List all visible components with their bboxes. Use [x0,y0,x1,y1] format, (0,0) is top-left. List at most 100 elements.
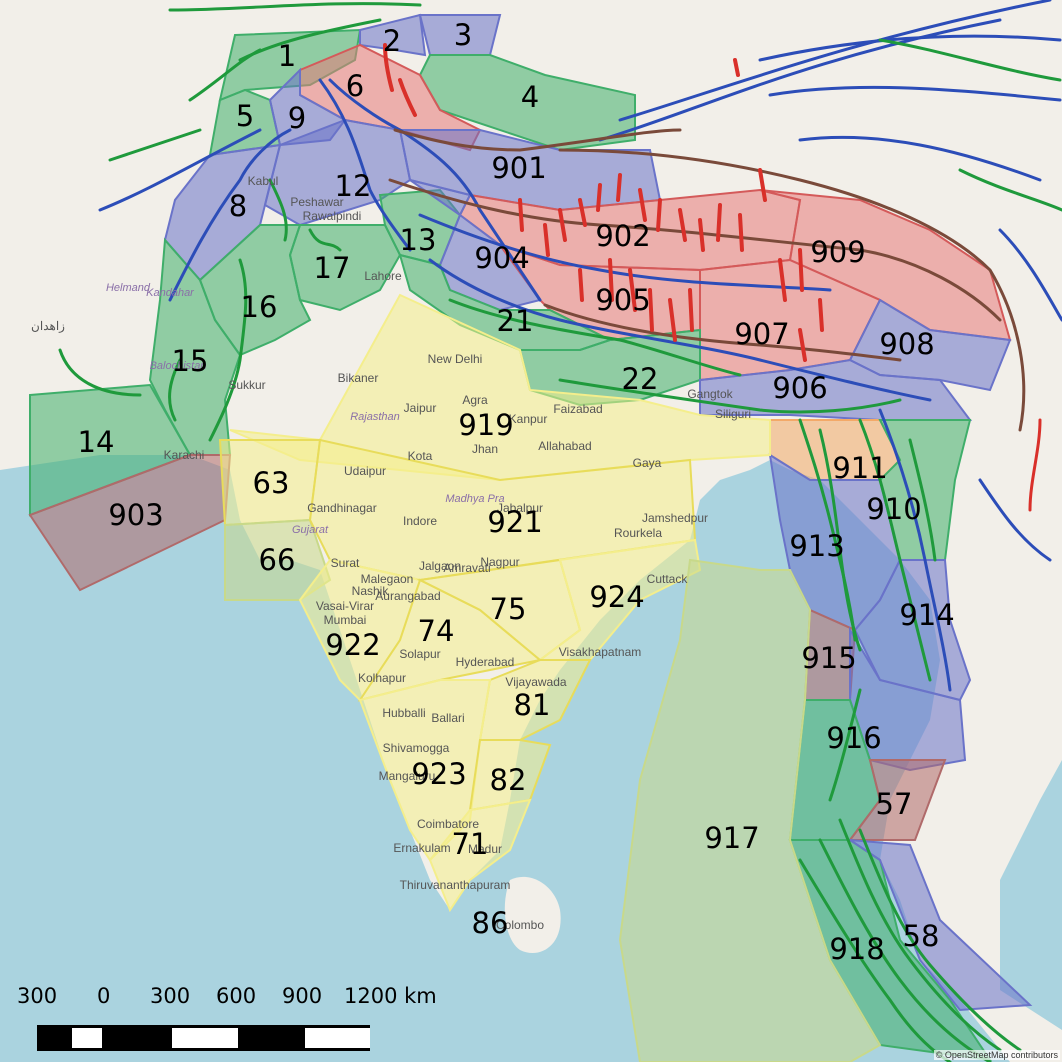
scale-bar [37,1025,370,1051]
place-allahabad: Allahabad [538,439,591,453]
place-new-delhi: New Delhi [428,352,483,366]
zone-label-14: 14 [78,425,115,459]
place-jhansi: Jhan [472,442,498,456]
place-karachi: Karachi [164,448,205,462]
zone-label-75: 75 [490,592,527,626]
place-jabalpur: Jabalpur [497,501,543,515]
zone-label-910: 910 [866,492,921,526]
zone-label-13: 13 [400,223,437,257]
place-lahore: Lahore [364,269,402,283]
place-udaipur: Udaipur [344,464,386,478]
zone-labels: 1 2 3 4 5 6 8 9 12 13 14 15 16 17 21 22 … [78,18,955,966]
zone-label-6: 6 [346,69,364,103]
zone-label-2: 2 [383,24,401,58]
zone-label-904: 904 [474,241,529,275]
scale-tick-600: 600 [216,984,257,1008]
place-jaipur: Jaipur [404,401,437,415]
place-hubballi: Hubballi [382,706,425,720]
zone-label-918: 918 [829,932,884,966]
place-ballari: Ballari [431,711,464,725]
zone-label-22: 22 [622,362,659,396]
zone-label-915: 915 [801,641,856,675]
place-rajasthan: Rajasthan [350,411,400,423]
zone-polygon-917 [618,558,882,1062]
zone-label-1: 1 [278,39,296,73]
zone-polygon-57 [848,759,947,841]
zone-label-908: 908 [879,327,934,361]
normal-faults [383,43,824,362]
place-thiruvananthapuram: Thiruvananthapuram [400,878,511,892]
place-madhya-pradesh: Madhya Pra [445,493,504,505]
zone-label-901: 901 [491,151,546,185]
zone-label-81: 81 [514,688,551,722]
place-visakhapatnam: Visakhapatnam [559,645,642,659]
zone-label-921: 921 [487,505,542,539]
zone-polygon-71 [428,798,532,913]
place-kolhapur: Kolhapur [358,671,406,685]
place-zahedan: زاهدان [31,319,65,333]
place-coimbatore: Coimbatore [417,817,479,831]
place-peshawar: Peshawar [290,195,343,209]
place-nagpur: Nagpur [480,555,519,569]
scale-tick-1200-km: 1200 km [344,984,437,1008]
zone-label-9: 9 [288,101,306,135]
place-siliguri: Siliguri [715,407,751,421]
zone-polygon-904 [409,179,542,312]
zone-label-911: 911 [832,451,887,485]
place-kabul: Kabul [248,174,279,188]
place-colombo: Colombo [496,918,544,932]
place-gandhinagar: Gandhinagar [307,501,376,515]
place-nashik: Nashik [352,584,390,598]
place-agra: Agra [462,393,488,407]
zone-label-913: 913 [789,529,844,563]
zone-label-3: 3 [454,18,472,52]
place-kandahar: Kandahar [146,287,195,299]
zone-label-21: 21 [497,304,534,338]
scale-tick-300-left: 300 [17,984,58,1008]
place-madurai: Madur [468,842,502,856]
zone-label-923: 923 [411,757,466,791]
zone-label-922: 922 [325,628,380,662]
zone-label-907: 907 [734,317,789,351]
place-aurangabad: Aurangabad [375,589,440,603]
place-helmand: Helmand [106,282,151,294]
zone-label-15: 15 [172,344,209,378]
scale-tick-300: 300 [150,984,191,1008]
zone-label-909: 909 [810,235,865,269]
place-mumbai: Mumbai [324,613,367,627]
zone-label-71: 71 [452,827,489,861]
place-faizabad: Faizabad [553,402,602,416]
zone-polygon-906 [699,358,972,421]
zone-label-916: 916 [826,721,881,755]
place-mangaluru: Mangaluru [379,769,436,783]
zone-label-924: 924 [589,580,644,614]
place-rawalpindi: Rawalpindi [303,209,362,223]
place-hyderabad: Hyderabad [456,655,515,669]
zone-label-902: 902 [595,219,650,253]
zone-label-8: 8 [229,189,247,223]
zone-label-66: 66 [259,543,296,577]
place-kanpur: Kanpur [509,412,548,426]
zone-polygon-82 [468,739,552,812]
fault-lines [58,0,1062,1062]
place-gujarat: Gujarat [292,524,329,536]
zone-label-4: 4 [521,80,539,114]
zone-label-17: 17 [314,251,351,285]
zone-polygon-58 [849,839,1033,1012]
map-attribution[interactable]: © OpenStreetMap contributors [933,1050,1060,1060]
place-jamshedpur: Jamshedpur [642,511,708,525]
zone-label-86: 86 [472,906,509,940]
zone-label-57: 57 [876,787,913,821]
zone-label-12: 12 [335,169,372,203]
place-labels: New Delhi Bikaner Jaipur Agra Kota Udaip… [31,174,751,932]
scale-tick-900: 900 [282,984,323,1008]
place-solapur: Solapur [399,647,440,661]
place-surat: Surat [331,556,360,570]
zone-polygon-2 [359,13,427,57]
place-bikaner: Bikaner [338,371,379,385]
zone-label-905: 905 [595,283,650,317]
zone-label-82: 82 [490,763,527,797]
place-vasai: Vasai-Virar [316,599,374,613]
place-rourkela: Rourkela [614,526,662,540]
